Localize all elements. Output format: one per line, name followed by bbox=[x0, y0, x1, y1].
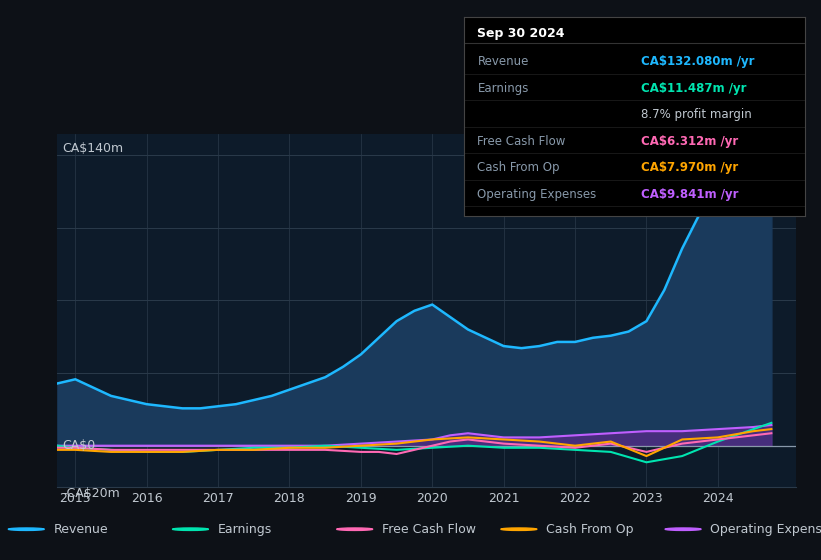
Circle shape bbox=[665, 528, 701, 530]
Text: Free Cash Flow: Free Cash Flow bbox=[478, 135, 566, 148]
Text: CA$0: CA$0 bbox=[62, 439, 96, 452]
Text: Earnings: Earnings bbox=[478, 82, 529, 95]
Circle shape bbox=[501, 528, 537, 530]
Circle shape bbox=[172, 528, 209, 530]
Text: Earnings: Earnings bbox=[218, 522, 272, 536]
Circle shape bbox=[8, 528, 44, 530]
Circle shape bbox=[337, 528, 373, 530]
Text: 8.7% profit margin: 8.7% profit margin bbox=[641, 109, 752, 122]
Text: Operating Expenses: Operating Expenses bbox=[710, 522, 821, 536]
Text: Sep 30 2024: Sep 30 2024 bbox=[478, 27, 565, 40]
Text: CA$6.312m /yr: CA$6.312m /yr bbox=[641, 135, 738, 148]
Text: Revenue: Revenue bbox=[478, 55, 529, 68]
Text: Operating Expenses: Operating Expenses bbox=[478, 188, 597, 201]
Text: CA$132.080m /yr: CA$132.080m /yr bbox=[641, 55, 754, 68]
Text: CA$11.487m /yr: CA$11.487m /yr bbox=[641, 82, 746, 95]
Text: Free Cash Flow: Free Cash Flow bbox=[382, 522, 475, 536]
Text: CA$9.841m /yr: CA$9.841m /yr bbox=[641, 188, 739, 201]
Text: -CA$20m: -CA$20m bbox=[62, 487, 120, 500]
Text: Cash From Op: Cash From Op bbox=[478, 161, 560, 174]
Text: Revenue: Revenue bbox=[53, 522, 108, 536]
Text: CA$140m: CA$140m bbox=[62, 142, 124, 155]
Text: Cash From Op: Cash From Op bbox=[546, 522, 634, 536]
Text: CA$7.970m /yr: CA$7.970m /yr bbox=[641, 161, 738, 174]
